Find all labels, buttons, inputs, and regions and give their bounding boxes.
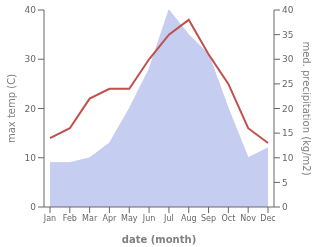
svg-text:35: 35 — [282, 30, 293, 40]
svg-text:10: 10 — [25, 153, 37, 163]
svg-text:Oct: Oct — [221, 214, 235, 223]
svg-text:Jun: Jun — [142, 214, 156, 223]
svg-text:0: 0 — [30, 202, 36, 212]
svg-text:Sep: Sep — [201, 214, 216, 223]
svg-text:max temp (C): max temp (C) — [8, 74, 17, 143]
svg-text:Aug: Aug — [181, 214, 197, 223]
svg-text:15: 15 — [282, 128, 293, 138]
svg-text:May: May — [121, 214, 138, 223]
svg-text:med. precipitation (kg/m2): med. precipitation (kg/m2) — [301, 41, 310, 175]
svg-text:Jan: Jan — [43, 214, 56, 223]
svg-text:20: 20 — [25, 104, 37, 114]
svg-text:25: 25 — [282, 79, 293, 89]
svg-text:10: 10 — [282, 153, 294, 163]
svg-text:Nov: Nov — [240, 214, 256, 223]
svg-text:Apr: Apr — [103, 214, 118, 223]
svg-text:20: 20 — [282, 104, 294, 114]
svg-text:0: 0 — [282, 202, 288, 212]
svg-text:Feb: Feb — [63, 214, 77, 223]
svg-text:Dec: Dec — [260, 214, 275, 223]
svg-text:Mar: Mar — [82, 214, 98, 223]
svg-text:40: 40 — [282, 5, 294, 15]
svg-text:30: 30 — [25, 54, 37, 64]
svg-text:40: 40 — [25, 5, 37, 15]
svg-text:30: 30 — [282, 54, 294, 64]
svg-text:Jul: Jul — [163, 214, 174, 223]
svg-text:5: 5 — [282, 178, 288, 188]
svg-text:date (month): date (month) — [122, 234, 196, 245]
